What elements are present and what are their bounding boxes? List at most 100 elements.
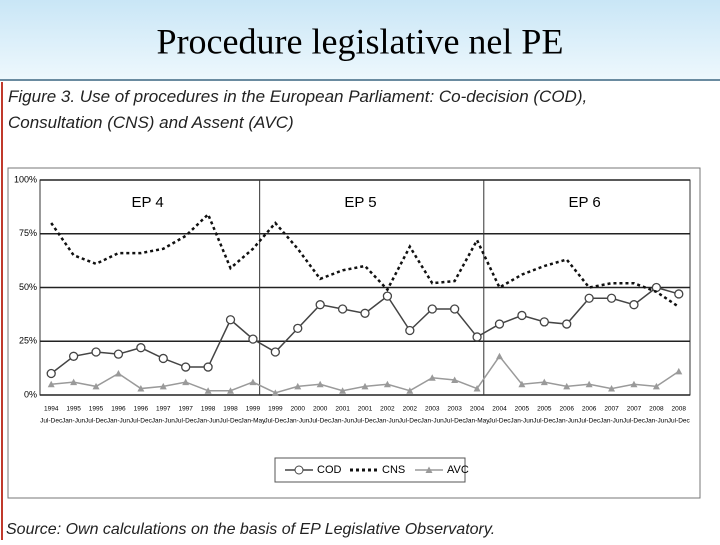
x-tick-period: Jan-May — [240, 418, 266, 425]
x-tick-period: Jul-Dec — [85, 418, 108, 425]
x-tick-period: Jul-Dec — [40, 418, 63, 425]
x-tick-year: 2001 — [335, 406, 350, 413]
point — [339, 387, 347, 394]
point — [629, 300, 639, 310]
point — [316, 380, 324, 388]
legend-marker — [294, 465, 304, 475]
point — [113, 349, 124, 359]
point — [473, 385, 481, 392]
x-tick-year: 1997 — [178, 406, 193, 413]
x-tick-period: Jan-Jun — [197, 418, 221, 425]
x-tick-period: Jan-Jun — [62, 418, 86, 425]
point — [361, 382, 369, 390]
y-tick-label: 25% — [19, 336, 37, 346]
point — [428, 374, 436, 381]
x-tick-period: Jan-Jun — [645, 418, 669, 425]
point — [136, 343, 146, 353]
x-tick-period: Jan-Jun — [510, 418, 534, 425]
point — [606, 293, 617, 303]
legend-label: COD — [317, 464, 342, 476]
x-tick-period: Jul-Dec — [309, 418, 332, 425]
point — [630, 380, 638, 388]
term-label: EP 4 — [131, 194, 163, 211]
x-tick-period: Jul-Dec — [354, 418, 377, 425]
point — [518, 380, 526, 388]
x-tick-period: Jul-Dec — [130, 418, 153, 425]
point — [562, 319, 572, 329]
point — [652, 382, 660, 390]
point — [114, 370, 122, 377]
x-tick-year: 1999 — [268, 406, 283, 413]
x-tick-period: Jan-Jun — [421, 418, 445, 425]
y-tick-label: 75% — [19, 228, 37, 238]
x-tick-period: Jan-Jun — [107, 418, 131, 425]
point — [159, 382, 167, 390]
y-tick-label: 50% — [19, 282, 37, 292]
point — [158, 353, 168, 364]
term-label: EP 6 — [569, 194, 601, 211]
x-tick-period: Jan-Jun — [600, 418, 624, 425]
point — [293, 323, 303, 334]
point — [494, 319, 505, 329]
legend-box — [274, 457, 466, 483]
x-tick-period: Jul-Dec — [488, 418, 511, 425]
point — [225, 315, 236, 325]
point — [472, 332, 482, 342]
point — [248, 334, 258, 344]
point — [540, 378, 548, 386]
point — [405, 325, 415, 336]
x-tick-year: 1995 — [66, 406, 81, 413]
point — [181, 362, 191, 372]
x-tick-period: Jan-Jun — [376, 418, 400, 425]
point — [674, 289, 684, 299]
x-tick-year: 2000 — [313, 406, 328, 413]
x-tick-year: 2003 — [425, 406, 440, 413]
point — [270, 347, 280, 357]
x-tick-period: Jul-Dec — [578, 418, 601, 425]
x-tick-year: 1999 — [246, 406, 261, 413]
x-tick-year: 1995 — [89, 406, 104, 413]
x-tick-year: 2008 — [672, 406, 687, 413]
caption: Figure 3. Use of procedures in the Europ… — [8, 87, 588, 132]
x-tick-year: 2008 — [649, 406, 664, 413]
legend-marker — [425, 466, 433, 473]
point — [70, 378, 78, 386]
point — [539, 317, 549, 327]
x-tick-year: 2004 — [470, 406, 485, 413]
x-tick-period: Jan-Jun — [331, 418, 355, 425]
point — [182, 378, 190, 386]
x-tick-period: Jan-Jun — [152, 418, 176, 425]
x-tick-year: 2006 — [582, 406, 597, 413]
point — [584, 293, 594, 303]
x-tick-period: Jan-May — [465, 418, 491, 425]
x-tick-year: 1996 — [134, 406, 149, 413]
point — [46, 368, 56, 379]
point — [563, 382, 571, 390]
x-tick-period: Jul-Dec — [399, 418, 422, 425]
x-tick-year: 2001 — [358, 406, 373, 413]
x-tick-year: 2005 — [515, 406, 530, 413]
point — [227, 387, 235, 394]
x-tick-period: Jul-Dec — [444, 418, 467, 425]
point — [383, 380, 391, 388]
x-tick-year: 1998 — [201, 406, 216, 413]
term-label: EP 5 — [344, 194, 376, 211]
x-tick-year: 2004 — [492, 406, 507, 413]
point — [92, 382, 100, 390]
point — [249, 378, 257, 386]
x-tick-year: 1997 — [156, 406, 171, 413]
y-tick-label: 100% — [14, 174, 37, 184]
point — [91, 347, 101, 357]
point — [315, 300, 325, 310]
x-tick-period: Jan-Jun — [286, 418, 310, 425]
x-tick-period: Jul-Dec — [533, 418, 556, 425]
x-tick-year: 2005 — [537, 406, 552, 413]
point — [406, 387, 414, 394]
point — [203, 362, 213, 372]
point — [451, 376, 459, 383]
x-tick-year: 2002 — [380, 406, 395, 413]
x-tick-year: 2006 — [559, 406, 574, 413]
x-tick-period: Jul-Dec — [219, 418, 242, 425]
